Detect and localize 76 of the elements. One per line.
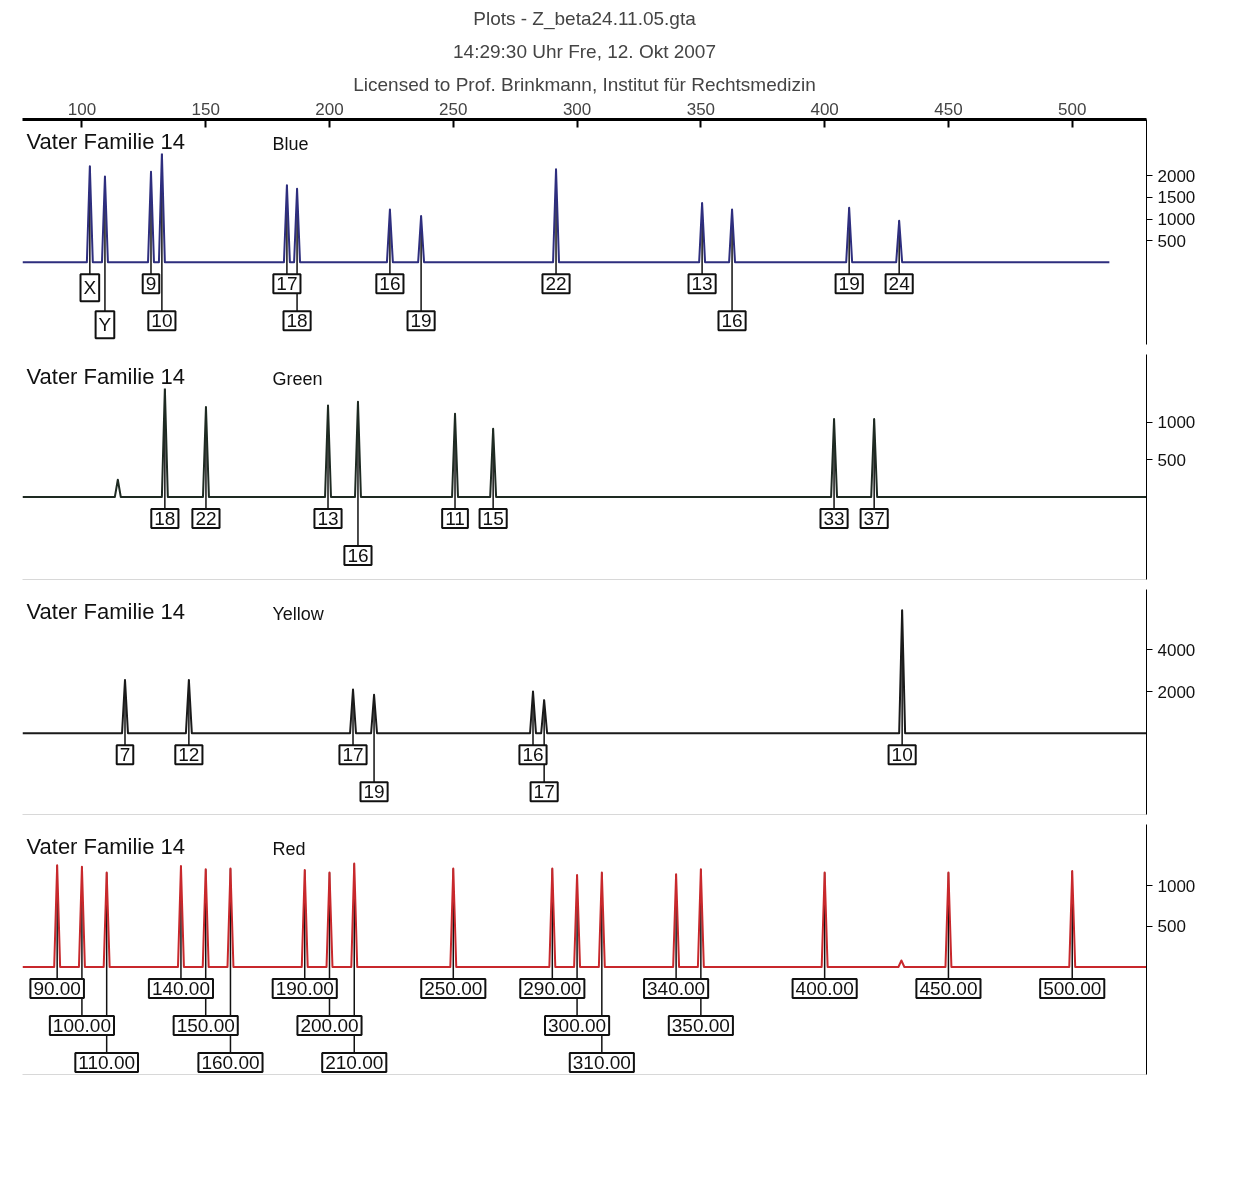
annotation: 450.00: [919, 978, 978, 1000]
text: Yellow: [272, 603, 325, 624]
y-tick-label: 2000: [1157, 166, 1196, 186]
y-tick-label: 1000: [1157, 413, 1196, 432]
annotation: Y: [98, 314, 112, 336]
annotation: 290.00: [523, 978, 582, 1000]
x-tick-label: 300: [562, 99, 592, 119]
annotation: 10: [891, 744, 913, 766]
annotation: 190.00: [275, 978, 334, 1000]
x-tick-label: 250: [439, 99, 468, 119]
x-tick-label: 350: [686, 99, 716, 119]
text: Licensed to Prof. Brinkmann, Institut für Rechtsmedizin: [353, 73, 816, 95]
annotation: 11: [445, 508, 465, 529]
annotation: 400.00: [795, 978, 854, 1000]
annotation: 16: [347, 545, 369, 566]
text: Green: [272, 368, 323, 389]
annotation: 160.00: [201, 1052, 260, 1074]
annotation: 33: [823, 508, 845, 529]
text: 14:29:30 Uhr Fre, 12. Okt 2007: [453, 40, 717, 62]
y-tick-label: 2000: [1157, 682, 1196, 702]
annotation: 500.00: [1043, 978, 1102, 1000]
chart-title: Vater Familie 14: [26, 363, 186, 389]
annotation: 100.00: [52, 1015, 111, 1037]
text: Blue: [272, 133, 309, 154]
annotation: 24: [888, 273, 911, 295]
annotation: 310.00: [572, 1052, 631, 1074]
annotation: 17: [276, 273, 298, 295]
annotation: 110.00: [78, 1052, 136, 1074]
annotation: 9: [145, 273, 157, 295]
annotation: 16: [379, 273, 401, 295]
annotation: 300.00: [548, 1015, 607, 1037]
annotation: 350.00: [671, 1015, 730, 1037]
chart-title: Vater Familie 14: [26, 128, 186, 154]
annotation: 140.00: [151, 978, 211, 1000]
annotation: 7: [119, 744, 131, 766]
annotation: 200.00: [300, 1015, 359, 1037]
annotation: 22: [545, 273, 567, 295]
annotation: 16: [522, 744, 544, 766]
annotation: 16: [721, 310, 743, 332]
annotation: 19: [363, 781, 385, 803]
chart-title: Vater Familie 14: [26, 833, 186, 859]
y-tick-label: 1500: [1157, 188, 1196, 208]
y-tick-label: 1000: [1157, 876, 1196, 896]
annotation: 17: [533, 781, 555, 803]
annotation: 150.00: [176, 1015, 235, 1037]
annotation: 90.00: [33, 978, 81, 1000]
annotation: 18: [154, 508, 176, 529]
y-tick-label: 500: [1157, 450, 1186, 470]
annotation: 12: [178, 744, 200, 766]
text: Red: [272, 838, 306, 859]
x-tick-label: 450: [934, 99, 963, 119]
annotation: 19: [410, 310, 432, 332]
y-tick-label: 500: [1157, 917, 1186, 937]
text: Plots - Z_beta24.11.05.gta: [473, 7, 697, 30]
annotation: 19: [838, 273, 860, 295]
x-tick-label: 400: [810, 99, 839, 119]
annotation: 210.00: [325, 1052, 384, 1074]
annotation: 37: [863, 508, 885, 529]
annotation: 17: [342, 744, 364, 766]
annotation: 340.00: [647, 978, 706, 1000]
annotation: 15: [482, 508, 504, 529]
x-tick-label: 500: [1058, 99, 1087, 119]
annotation: 13: [317, 508, 339, 529]
annotation: X: [83, 277, 97, 299]
annotation: 250.00: [424, 978, 483, 1000]
text: Vater Familie 14: [26, 598, 186, 624]
x-tick-label: 150: [191, 99, 220, 119]
annotation: 13: [691, 273, 713, 295]
annotation: 10: [151, 310, 173, 332]
annotation: 22: [195, 508, 217, 529]
x-tick-label: 200: [315, 99, 344, 119]
y-tick-label: 500: [1157, 231, 1186, 251]
x-tick-label: 100: [67, 99, 97, 119]
y-tick-label: 4000: [1157, 640, 1196, 660]
y-tick-label: 1000: [1157, 210, 1196, 230]
annotation: 18: [286, 310, 308, 332]
